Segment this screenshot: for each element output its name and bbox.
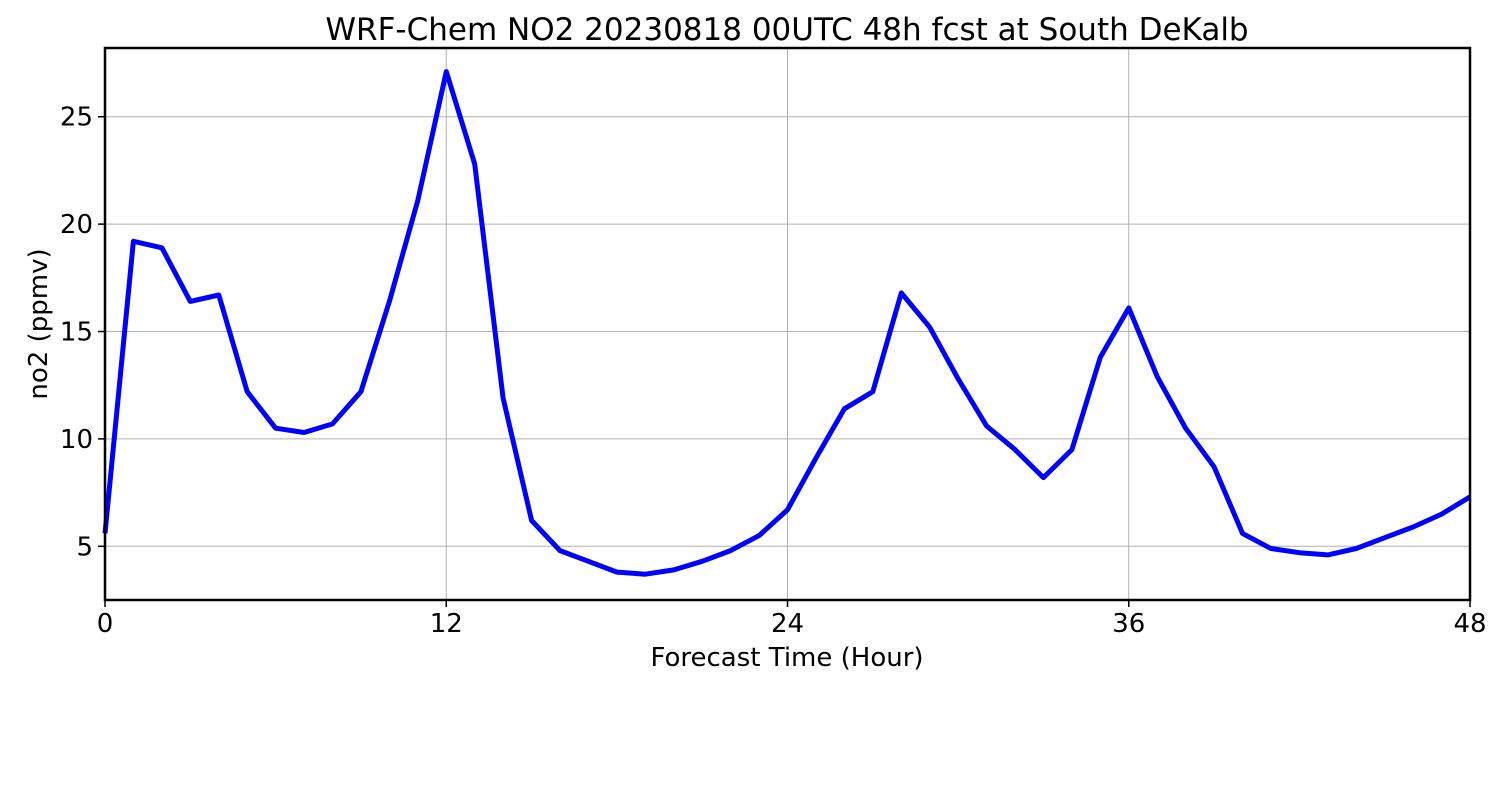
x-tick-label: 24: [771, 609, 804, 639]
y-tick-label: 15: [60, 318, 93, 348]
y-tick-label: 20: [60, 210, 93, 240]
x-tick-label: 12: [430, 609, 463, 639]
x-axis-label: Forecast Time (Hour): [650, 643, 923, 673]
x-tick-label: 36: [1112, 609, 1145, 639]
y-tick-label: 25: [60, 103, 93, 133]
y-axis-label: no2 (ppmv): [24, 248, 54, 399]
x-tick-label: 0: [97, 609, 114, 639]
y-tick-label: 5: [76, 532, 93, 562]
x-tick-label: 48: [1453, 609, 1486, 639]
y-tick-label: 10: [60, 425, 93, 455]
chart-title: WRF-Chem NO2 20230818 00UTC 48h fcst at …: [325, 12, 1248, 48]
